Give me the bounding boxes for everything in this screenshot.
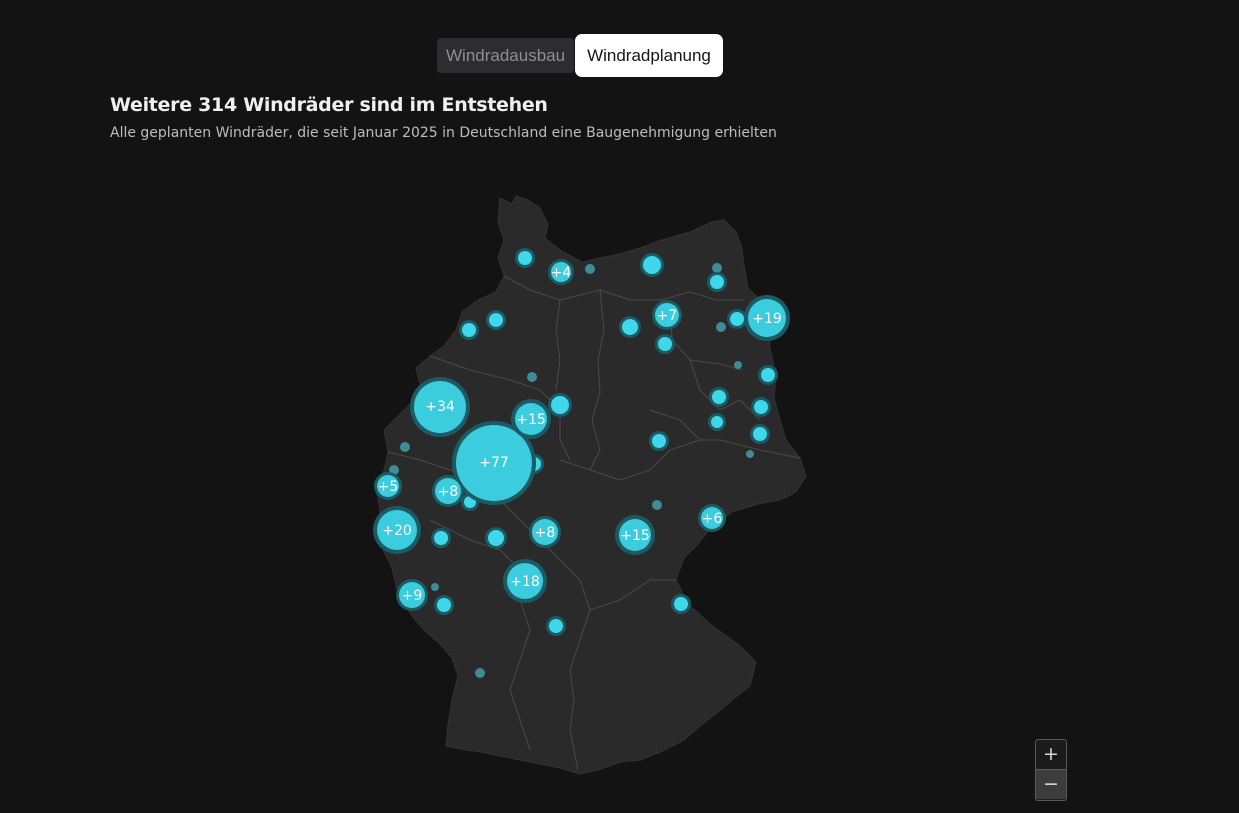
- cluster-label: +8: [438, 484, 459, 500]
- small-dot[interactable]: [585, 264, 595, 274]
- cluster-5[interactable]: +5: [374, 472, 402, 500]
- tab-windradausbau[interactable]: Windradausbau: [437, 38, 575, 73]
- marker[interactable]: [758, 365, 778, 385]
- marker[interactable]: [671, 594, 691, 614]
- marker[interactable]: [486, 310, 506, 330]
- marker[interactable]: [655, 334, 675, 354]
- small-dot[interactable]: [746, 450, 754, 458]
- cluster-label: +20: [382, 523, 412, 539]
- marker[interactable]: [546, 616, 566, 636]
- germany-land: [375, 195, 807, 775]
- small-dots: [389, 263, 754, 678]
- cluster-label: +15: [620, 528, 650, 544]
- marker[interactable]: [640, 253, 664, 277]
- small-dot[interactable]: [712, 263, 722, 273]
- zoom-out-button[interactable]: −: [1036, 769, 1066, 799]
- zoom-in-button[interactable]: +: [1043, 743, 1059, 765]
- cluster-label: +6: [702, 511, 723, 527]
- small-dot[interactable]: [652, 500, 662, 510]
- small-dot[interactable]: [716, 322, 726, 332]
- page-subtitle: Alle geplanten Windräder, die seit Janua…: [110, 125, 777, 141]
- single-markers: [431, 248, 778, 636]
- cluster-15-east[interactable]: +15: [615, 515, 655, 555]
- marker[interactable]: [434, 595, 454, 615]
- small-dot[interactable]: [475, 668, 485, 678]
- marker[interactable]: [727, 309, 747, 329]
- zoom-control: + −: [1035, 739, 1067, 801]
- cluster-9[interactable]: +9: [396, 579, 428, 611]
- cluster-34[interactable]: +34: [410, 377, 470, 437]
- cluster-label: +9: [402, 588, 423, 604]
- cluster-label: +15: [516, 412, 546, 428]
- marker[interactable]: [750, 424, 770, 444]
- marker[interactable]: [459, 320, 479, 340]
- cluster-8-east[interactable]: +8: [529, 516, 561, 548]
- cluster-label: +18: [510, 574, 540, 590]
- cluster-label: +5: [378, 479, 399, 495]
- cluster-6[interactable]: +6: [698, 504, 726, 532]
- cluster-label: +19: [752, 311, 782, 327]
- cluster-15-west[interactable]: +15: [511, 399, 551, 439]
- cluster-4[interactable]: +4: [548, 259, 574, 285]
- cluster-7[interactable]: +7: [652, 300, 682, 330]
- small-dot[interactable]: [400, 442, 410, 452]
- marker[interactable]: [708, 413, 726, 431]
- cluster-20[interactable]: +20: [373, 506, 421, 554]
- cluster-label: +8: [535, 525, 556, 541]
- cluster-19[interactable]: +19: [744, 295, 790, 341]
- marker[interactable]: [485, 527, 507, 549]
- cluster-label: +77: [479, 455, 509, 471]
- cluster-label: +34: [425, 399, 455, 415]
- marker[interactable]: [707, 272, 727, 292]
- tab-windradplanung[interactable]: Windradplanung: [575, 34, 723, 77]
- clusters: +77 +34 +20 +19 +18: [373, 259, 790, 611]
- small-dot[interactable]: [734, 361, 742, 369]
- marker[interactable]: [548, 393, 572, 417]
- cluster-8-west[interactable]: +8: [432, 475, 464, 507]
- page-title: Weitere 314 Windräder sind im Entstehen: [110, 94, 548, 116]
- marker[interactable]: [649, 431, 669, 451]
- cluster-18[interactable]: +18: [503, 559, 547, 603]
- small-dot[interactable]: [431, 583, 439, 591]
- cluster-77[interactable]: +77: [452, 421, 536, 505]
- marker[interactable]: [751, 397, 771, 417]
- cluster-label: +4: [551, 265, 572, 281]
- cluster-label: +7: [657, 308, 678, 324]
- marker[interactable]: [619, 316, 641, 338]
- marker[interactable]: [709, 387, 729, 407]
- marker[interactable]: [515, 248, 535, 268]
- view-tabs: Windradausbau Windradplanung: [437, 34, 723, 77]
- marker[interactable]: [431, 528, 451, 548]
- small-dot[interactable]: [527, 372, 537, 382]
